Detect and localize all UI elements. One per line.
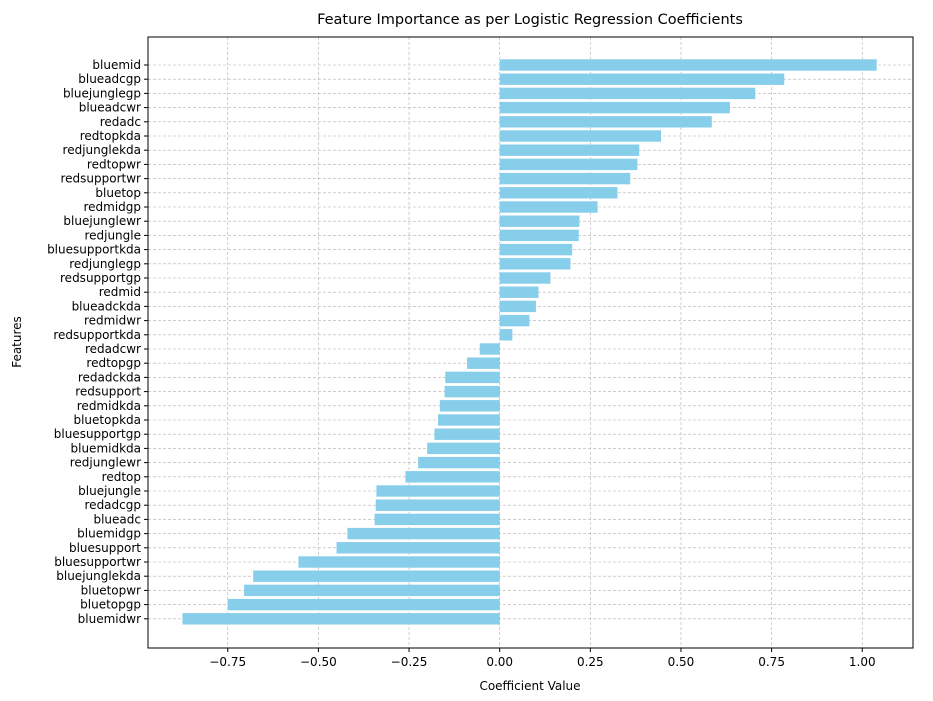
y-tick-label: redadcgp bbox=[85, 498, 141, 512]
y-tick-label: bluemidwr bbox=[78, 612, 141, 626]
x-axis: −0.75 −0.50 −0.25 0.00 0.25 0.50 0.75 1.00 bbox=[209, 648, 876, 669]
y-tick-label: bluesupportwr bbox=[54, 555, 141, 569]
x-tick-label: −0.25 bbox=[391, 655, 428, 669]
y-tick-label: redtopgp bbox=[86, 356, 141, 370]
x-tick-label: 1.00 bbox=[849, 655, 876, 669]
x-tick-label: −0.50 bbox=[300, 655, 337, 669]
y-tick-label: bluetopwr bbox=[81, 583, 141, 597]
bar-bluesupportgp bbox=[434, 428, 500, 440]
bar-redjunglegp bbox=[499, 258, 571, 270]
bar-redjunglekda bbox=[499, 144, 640, 156]
y-tick-label: bluejunglewr bbox=[63, 214, 141, 228]
y-tick-label: redtopkda bbox=[80, 129, 141, 143]
x-tick-label: 0.25 bbox=[577, 655, 604, 669]
y-tick-label: redsupportkda bbox=[53, 328, 141, 342]
bar-bluesupportkda bbox=[499, 243, 573, 256]
x-tick-label: −0.75 bbox=[209, 655, 246, 669]
bar-redadc bbox=[499, 116, 712, 128]
bar-redmidkda bbox=[439, 400, 500, 412]
y-tick-label: bluetopkda bbox=[73, 413, 141, 427]
y-tick-label: redadc bbox=[100, 115, 141, 129]
y-tick-label: bluemidkda bbox=[71, 441, 142, 455]
bar-bluejunglewr bbox=[499, 215, 580, 227]
bar-redadcgp bbox=[375, 499, 500, 511]
y-tick-label: redmidgp bbox=[83, 200, 141, 214]
y-tick-label: bluejungle bbox=[78, 484, 141, 498]
y-tick-label: redsupportgp bbox=[60, 271, 141, 285]
y-tick-label: bluetop bbox=[95, 186, 141, 200]
y-tick-label: redadcwr bbox=[85, 342, 141, 356]
x-tick-label: 0.50 bbox=[668, 655, 695, 669]
bar-redadckda bbox=[445, 371, 500, 384]
bar-blueadcgp bbox=[499, 73, 785, 85]
y-tick-label: redsupportwr bbox=[61, 172, 142, 186]
grid-layer bbox=[148, 37, 913, 648]
bar-redtop bbox=[405, 471, 500, 483]
y-tick-label: blueadc bbox=[93, 512, 141, 526]
y-tick-label: blueadcgp bbox=[78, 72, 141, 86]
bar-bluetop bbox=[499, 187, 618, 199]
y-tick-label: bluesupport bbox=[69, 541, 141, 555]
y-tick-label: blueadckda bbox=[72, 299, 141, 313]
bar-redsupportgp bbox=[499, 272, 551, 284]
bar-redtopwr bbox=[499, 158, 638, 171]
bars-layer bbox=[182, 59, 877, 625]
bar-bluemidkda bbox=[427, 442, 500, 455]
y-tick-label: bluesupportgp bbox=[54, 427, 141, 441]
bar-bluemidgp bbox=[347, 527, 500, 540]
y-axis-label: Features bbox=[10, 316, 24, 368]
y-tick-label: redtop bbox=[102, 470, 141, 484]
y-tick-label: bluemid bbox=[92, 58, 141, 72]
bar-redmid bbox=[499, 286, 539, 298]
bar-bluesupport bbox=[336, 542, 500, 554]
y-tick-label: bluesupportkda bbox=[47, 243, 141, 257]
bar-bluemidwr bbox=[182, 613, 500, 625]
bar-bluemid bbox=[499, 59, 877, 71]
y-tick-label: redadckda bbox=[78, 370, 141, 384]
y-tick-label: redjunglewr bbox=[70, 456, 141, 470]
x-tick-label: 0.75 bbox=[758, 655, 785, 669]
bar-blueadcwr bbox=[499, 101, 730, 114]
plot-frame bbox=[147, 36, 914, 649]
bar-redmidwr bbox=[499, 314, 530, 327]
bar-bluejunglegp bbox=[499, 87, 756, 100]
bar-redsupport bbox=[444, 385, 500, 398]
y-tick-label: bluemidgp bbox=[77, 527, 141, 541]
bar-redjungle bbox=[499, 229, 579, 242]
y-tick-label: redjunglekda bbox=[63, 143, 141, 157]
bar-redmidgp bbox=[499, 201, 598, 213]
bar-blueadckda bbox=[499, 300, 536, 313]
bar-redsupportwr bbox=[499, 172, 631, 185]
y-axis: bluemidblueadcgpbluejunglegpblueadcwrred… bbox=[47, 58, 148, 626]
bar-redsupportkda bbox=[499, 329, 513, 341]
y-tick-label: redmidkda bbox=[77, 399, 141, 413]
y-tick-label: bluejunglekda bbox=[56, 569, 141, 583]
bar-blueadc bbox=[374, 513, 500, 526]
bar-redtopgp bbox=[467, 357, 500, 369]
bar-bluejunglekda bbox=[253, 570, 500, 582]
chart-title: Feature Importance as per Logistic Regre… bbox=[317, 12, 743, 28]
bar-redtopkda bbox=[499, 130, 662, 142]
bar-bluetopkda bbox=[438, 414, 500, 426]
y-tick-label: bluejunglegp bbox=[63, 86, 141, 100]
y-tick-label: redjungle bbox=[84, 228, 141, 242]
y-tick-label: blueadcwr bbox=[79, 101, 141, 115]
y-tick-label: redjunglegp bbox=[69, 257, 141, 271]
y-tick-label: redmidwr bbox=[84, 314, 141, 328]
x-tick-label: 0.00 bbox=[486, 655, 513, 669]
bar-bluetopwr bbox=[244, 584, 500, 597]
y-tick-label: redtopwr bbox=[87, 157, 141, 171]
y-tick-label: redmid bbox=[99, 285, 141, 299]
bar-bluesupportwr bbox=[298, 556, 500, 568]
bar-bluejungle bbox=[376, 485, 500, 497]
x-axis-label: Coefficient Value bbox=[479, 679, 580, 693]
bar-redjunglewr bbox=[418, 456, 500, 469]
y-tick-label: redsupport bbox=[75, 385, 141, 399]
bar-redadcwr bbox=[479, 343, 500, 355]
bar-bluetopgp bbox=[227, 598, 500, 611]
y-tick-label: bluetopgp bbox=[80, 598, 141, 612]
